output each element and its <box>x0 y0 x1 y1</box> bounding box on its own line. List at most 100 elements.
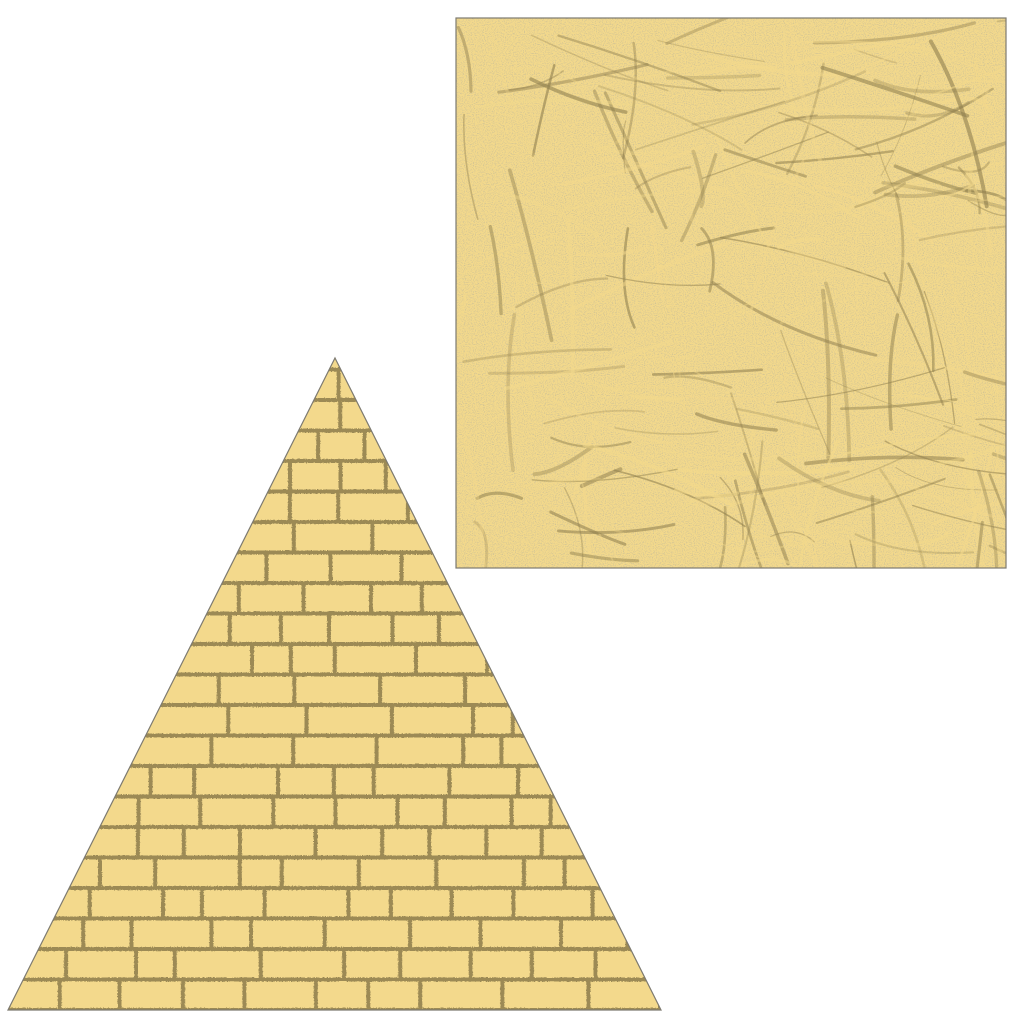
scribble-stroke <box>775 150 894 165</box>
scribble-stroke <box>977 469 999 568</box>
scribble-stroke <box>530 34 669 92</box>
scribble-stroke <box>689 170 705 222</box>
scribble-stroke <box>665 18 731 45</box>
scribble-stroke <box>488 224 503 316</box>
scribble-stroke <box>481 98 644 109</box>
square-outline <box>455 17 1007 569</box>
scribble-stroke <box>489 22 535 159</box>
scribble-stroke <box>677 301 768 336</box>
scribble-stroke <box>780 330 831 455</box>
scribble-stroke <box>854 181 906 209</box>
scribble-stroke <box>958 458 1006 565</box>
scribble-stroke <box>810 528 882 545</box>
scribble-stroke <box>624 448 749 465</box>
scribble-stroke <box>883 272 945 406</box>
scribble-stroke <box>729 479 892 507</box>
scribble-stroke <box>621 41 638 160</box>
scribble-stroke <box>570 419 597 502</box>
scribble-stroke <box>971 71 1006 77</box>
scribble-stroke <box>456 234 558 280</box>
scribble-stroke <box>517 129 650 189</box>
scribble-stroke <box>742 452 790 566</box>
square-scribble-strokes <box>456 18 1006 568</box>
scribble-stroke <box>951 339 967 482</box>
scribble-stroke <box>961 446 973 498</box>
scribble-stroke <box>790 18 956 56</box>
scribble-stroke <box>798 514 826 568</box>
scribble-stroke <box>651 368 764 376</box>
scribble-stroke <box>516 477 602 501</box>
scribble-stroke <box>779 489 819 568</box>
scribble-stroke <box>463 113 479 220</box>
scribble-stroke <box>749 398 772 449</box>
scribble-stroke <box>921 397 979 413</box>
scribble-stroke <box>975 418 1006 422</box>
scribble-stroke <box>630 395 682 401</box>
scribble-stroke <box>638 352 703 360</box>
scribble-stroke <box>825 377 962 428</box>
sandstone-square <box>455 17 1007 569</box>
scribble-stroke <box>942 425 1006 447</box>
scribble-stroke <box>529 77 628 114</box>
scribble-stroke <box>723 148 807 178</box>
scribble-stroke <box>962 370 1006 386</box>
scribble-stroke <box>657 39 765 63</box>
scribble-stroke <box>531 63 556 157</box>
scribble-stroke <box>968 450 986 568</box>
scribble-stroke <box>532 444 594 477</box>
scribble-stroke <box>744 168 858 218</box>
scribble-stroke <box>746 18 796 27</box>
scribble-stroke <box>782 30 800 123</box>
scribble-stroke <box>789 37 911 65</box>
scribble-stroke <box>693 64 777 77</box>
scribble-stroke <box>504 469 596 489</box>
scribble-stroke <box>964 173 993 256</box>
scribble-stroke <box>800 269 889 277</box>
scribble-stroke <box>873 78 971 94</box>
scribble-stroke <box>849 539 858 568</box>
scribble-stroke <box>798 439 841 568</box>
scribble-stroke <box>897 109 947 123</box>
scribble-stroke <box>873 140 1006 195</box>
scribble-stroke <box>854 533 975 555</box>
scribble-stroke <box>894 192 905 303</box>
scribble-stroke <box>607 60 763 88</box>
scribble-stroke <box>595 384 716 399</box>
scribble-stroke <box>927 66 1006 98</box>
scribble-stroke <box>735 482 754 568</box>
scribble-stroke <box>562 187 730 212</box>
scribble-stroke <box>598 85 743 151</box>
scribble-stroke <box>665 73 762 80</box>
pyramid-fill <box>8 358 661 1010</box>
scribble-stroke <box>893 164 978 195</box>
scribble-stroke <box>759 37 855 66</box>
scribble-stroke <box>779 282 880 325</box>
scribble-stroke <box>569 551 640 563</box>
scribble-stroke <box>975 520 984 568</box>
scribble-stroke <box>733 479 763 568</box>
scribble-stroke <box>456 292 468 338</box>
scribble-stroke <box>779 444 796 521</box>
scribble-stroke <box>579 467 623 488</box>
scribble-stroke <box>859 271 972 284</box>
scribble-stroke <box>909 495 978 501</box>
scribble-stroke <box>823 509 901 517</box>
scribble-stroke <box>978 423 1006 436</box>
scribble-stroke <box>550 398 675 446</box>
scribble-stroke <box>840 398 958 411</box>
scribble-stroke <box>499 192 598 237</box>
scribble-stroke <box>663 375 732 389</box>
scribble-stroke <box>784 115 917 122</box>
scribble-stroke <box>702 131 829 179</box>
scribble-stroke <box>824 281 852 463</box>
scribble-stroke <box>796 405 807 509</box>
scribble-stroke <box>456 271 554 286</box>
scribble-stroke <box>578 467 615 564</box>
scribble-stroke <box>707 54 846 77</box>
scribble-stroke <box>603 73 781 92</box>
scribble-stroke <box>557 523 676 534</box>
scribble-stroke <box>777 456 881 503</box>
scribble-stroke <box>736 407 820 430</box>
